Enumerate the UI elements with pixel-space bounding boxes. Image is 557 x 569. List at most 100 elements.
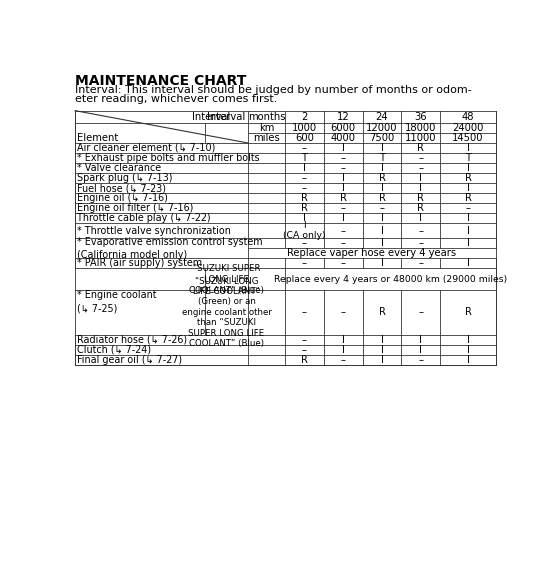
Text: 18000: 18000 [405,123,436,133]
Text: 24000: 24000 [452,123,483,133]
Text: Final gear oil (↳ 7-27): Final gear oil (↳ 7-27) [77,354,183,365]
Text: I: I [380,258,383,269]
Text: –: – [302,183,307,193]
Text: 48: 48 [462,112,474,122]
Text: R: R [465,173,471,183]
Text: Air cleaner element (↳ 7-10): Air cleaner element (↳ 7-10) [77,143,216,153]
Text: –: – [302,345,307,354]
Text: –: – [341,203,346,213]
Text: R: R [301,354,308,365]
Text: miles: miles [253,133,280,143]
Text: T: T [301,153,307,163]
Text: I: I [342,345,345,354]
Text: –: – [341,226,346,236]
Text: I: I [467,258,470,269]
Text: –: – [418,226,423,236]
Text: –: – [466,203,471,213]
Text: –: – [418,354,423,365]
Text: I
(CA only): I (CA only) [283,221,326,240]
Text: 14500: 14500 [452,133,483,143]
Text: I: I [467,163,470,173]
Text: R: R [379,173,385,183]
Text: I: I [467,213,470,223]
Text: I: I [380,226,383,236]
Text: I: I [467,238,470,248]
Text: I: I [380,354,383,365]
Text: R: R [465,193,471,203]
Text: I: I [342,213,345,223]
Text: –: – [341,238,346,248]
Text: Interval: Interval [192,112,231,122]
Text: Interval: Interval [207,112,246,122]
Text: I: I [303,163,306,173]
Text: I: I [419,173,422,183]
Text: * Exhaust pipe bolts and muffler bolts: * Exhaust pipe bolts and muffler bolts [77,153,260,163]
Text: I: I [467,183,470,193]
Text: km: km [259,123,274,133]
Text: "SUZUKI SUPER
LONG LIFE
COOLANT" (Blue): "SUZUKI SUPER LONG LIFE COOLANT" (Blue) [189,264,264,295]
Text: I: I [467,143,470,153]
Text: R: R [301,193,308,203]
Text: Interval: This interval should be judged by number of months or odom-: Interval: This interval should be judged… [75,85,472,95]
Text: R: R [301,203,308,213]
Text: R: R [417,203,424,213]
Text: I: I [419,345,422,354]
Text: * Valve clearance: * Valve clearance [77,163,162,173]
Text: I: I [467,335,470,345]
Text: I: I [467,226,470,236]
Text: –: – [418,153,423,163]
Text: –: – [418,307,423,318]
Text: Throttle cable play (↳ 7-22): Throttle cable play (↳ 7-22) [77,213,211,223]
Text: R: R [417,143,424,153]
Text: –: – [418,238,423,248]
Text: 12000: 12000 [366,123,398,133]
Text: 2: 2 [301,112,307,122]
Text: R: R [417,193,424,203]
Text: –: – [418,163,423,173]
Text: Engine oil filter (↳ 7-16): Engine oil filter (↳ 7-16) [77,203,194,213]
Text: –: – [302,258,307,269]
Text: R: R [340,193,346,203]
Text: I: I [467,345,470,354]
Text: Element: Element [77,133,119,143]
Text: "SUZUKI LONG
LIFE COOLANT"
(Green) or an
engine coolant other
than “SUZUKI
SUPER: "SUZUKI LONG LIFE COOLANT" (Green) or an… [182,277,271,348]
Text: months: months [248,112,285,122]
Text: –: – [302,173,307,183]
Text: * Throttle valve synchronization: * Throttle valve synchronization [77,226,231,236]
Text: I: I [467,354,470,365]
Text: –: – [341,163,346,173]
Text: I: I [419,213,422,223]
Text: 11000: 11000 [405,133,437,143]
Text: Spark plug (↳ 7-13): Spark plug (↳ 7-13) [77,173,173,183]
Text: eter reading, whichever comes first.: eter reading, whichever comes first. [75,94,277,104]
Text: I: I [380,183,383,193]
Text: 1000: 1000 [292,123,317,133]
Text: I: I [380,335,383,345]
Text: I: I [342,143,345,153]
Text: R: R [379,307,385,318]
Text: I: I [342,183,345,193]
Text: I: I [303,213,306,223]
Text: I: I [380,213,383,223]
Text: MAINTENANCE CHART: MAINTENANCE CHART [75,75,246,88]
Text: –: – [302,307,307,318]
Text: 6000: 6000 [331,123,356,133]
Text: 24: 24 [375,112,388,122]
Text: 12: 12 [337,112,350,122]
Text: Fuel hose (↳ 7-23): Fuel hose (↳ 7-23) [77,183,167,193]
Text: 36: 36 [414,112,427,122]
Text: –: – [341,153,346,163]
Text: I: I [380,163,383,173]
Text: –: – [379,203,384,213]
Text: I: I [380,143,383,153]
Text: –: – [341,307,346,318]
Text: Engine oil (↳ 7-16): Engine oil (↳ 7-16) [77,193,168,203]
Text: Replace vaper hose every 4 years: Replace vaper hose every 4 years [287,248,456,258]
Text: R: R [379,193,385,203]
Text: * Evaporative emission control system
(California model only): * Evaporative emission control system (C… [77,237,263,259]
Text: 600: 600 [295,133,314,143]
Text: 4000: 4000 [331,133,356,143]
Text: T: T [465,153,471,163]
Text: I: I [419,183,422,193]
Text: T: T [379,153,385,163]
